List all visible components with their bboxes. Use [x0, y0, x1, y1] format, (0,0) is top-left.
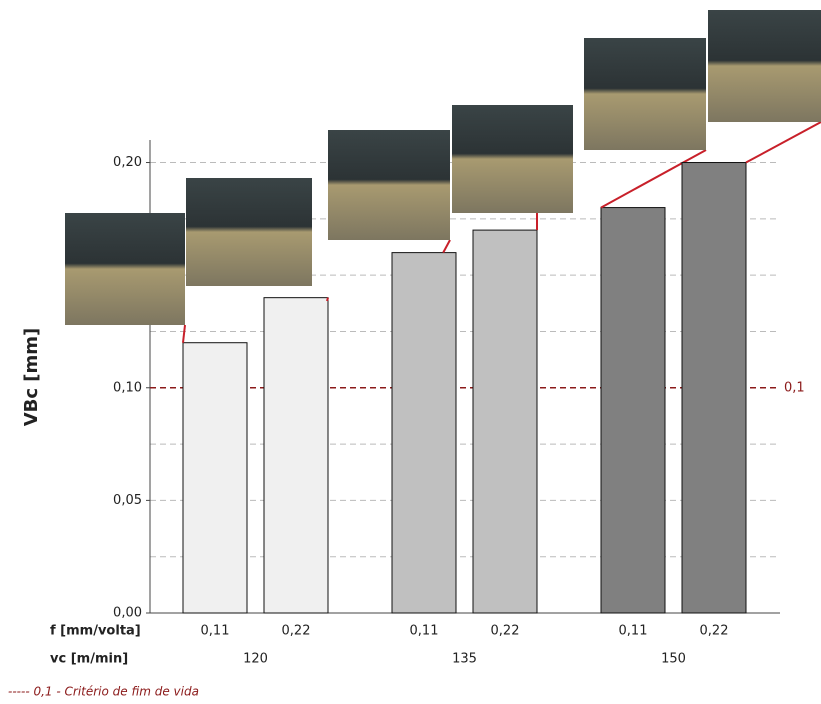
- connector: [326, 297, 329, 302]
- bar: [681, 162, 747, 614]
- row-label: vc [m/min]: [50, 652, 128, 667]
- y-axis-label: VBc [mm]: [21, 328, 42, 427]
- group-label: 150: [661, 652, 686, 667]
- connector: [182, 324, 186, 343]
- y-tick-label: 0,05: [113, 493, 142, 508]
- y-tick-label: 0,10: [113, 380, 142, 395]
- connector: [745, 121, 821, 164]
- bar: [263, 297, 329, 614]
- group-label: 120: [243, 652, 268, 667]
- connector: [442, 239, 451, 254]
- photo: [584, 38, 706, 150]
- x-tick-label: 0,22: [491, 624, 520, 639]
- threshold-label: 0,1: [784, 380, 805, 395]
- connector: [600, 149, 707, 209]
- x-tick-label: 0,22: [700, 624, 729, 639]
- bar: [182, 342, 248, 614]
- threshold-note: ----- 0,1 - Critério de fim de vida: [8, 685, 199, 699]
- bar: [391, 252, 457, 614]
- x-tick-label: 0,11: [410, 624, 439, 639]
- y-tick-label: 0,20: [113, 155, 142, 170]
- x-tick-label: 0,11: [201, 624, 230, 639]
- bar: [600, 207, 666, 614]
- photo: [328, 130, 450, 240]
- photo: [452, 105, 573, 213]
- photo: [186, 178, 312, 286]
- photo: [708, 10, 821, 122]
- bar: [472, 229, 538, 614]
- photo: [65, 213, 185, 325]
- y-tick-label: 0,00: [113, 606, 142, 621]
- x-tick-label: 0,22: [282, 624, 311, 639]
- x-tick-label: 0,11: [619, 624, 648, 639]
- group-label: 135: [452, 652, 477, 667]
- row-label: f [mm/volta]: [50, 624, 141, 639]
